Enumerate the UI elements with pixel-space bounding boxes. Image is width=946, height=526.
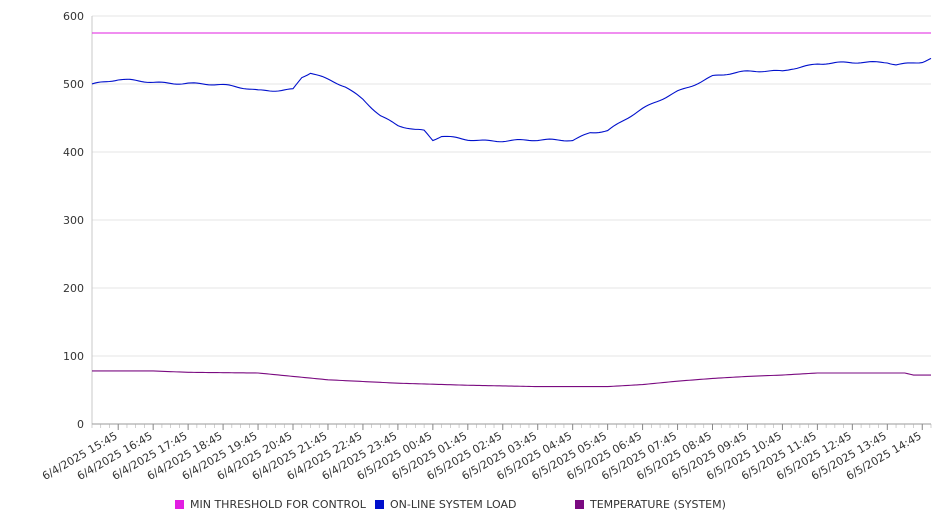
- y-tick-label: 200: [63, 282, 84, 295]
- y-axis: 0 100 200 300 400 500 600: [63, 10, 84, 431]
- y-tick-label: 0: [77, 418, 84, 431]
- legend-item-system-load: ON-LINE SYSTEM LOAD: [375, 498, 516, 511]
- legend-label-system-load: ON-LINE SYSTEM LOAD: [390, 498, 517, 511]
- legend-swatch-temperature: [575, 500, 584, 509]
- legend-label-temperature: TEMPERATURE (SYSTEM): [590, 498, 726, 511]
- legend-swatch-min-threshold: [175, 500, 184, 509]
- x-axis: 6/4/2025 15:456/4/2025 16:456/4/2025 17:…: [40, 16, 932, 483]
- legend-label-min-threshold: MIN THRESHOLD FOR CONTROL: [190, 498, 366, 511]
- y-tick-label: 300: [63, 214, 84, 227]
- series-line-on-line-system-load: [91, 57, 932, 143]
- legend: MIN THRESHOLD FOR CONTROL ON-LINE SYSTEM…: [0, 498, 946, 516]
- y-tick-label: 500: [63, 78, 84, 91]
- series-lines: [91, 32, 932, 388]
- y-tick-label: 100: [63, 350, 84, 363]
- series-line-temperature-system: [92, 370, 931, 388]
- y-tick-label: 400: [63, 146, 84, 159]
- legend-item-min-threshold: MIN THRESHOLD FOR CONTROL: [175, 498, 366, 511]
- legend-swatch-system-load: [375, 500, 384, 509]
- y-tick-label: 600: [63, 10, 84, 23]
- legend-item-temperature: TEMPERATURE (SYSTEM): [575, 498, 726, 511]
- gridlines: [92, 15, 931, 357]
